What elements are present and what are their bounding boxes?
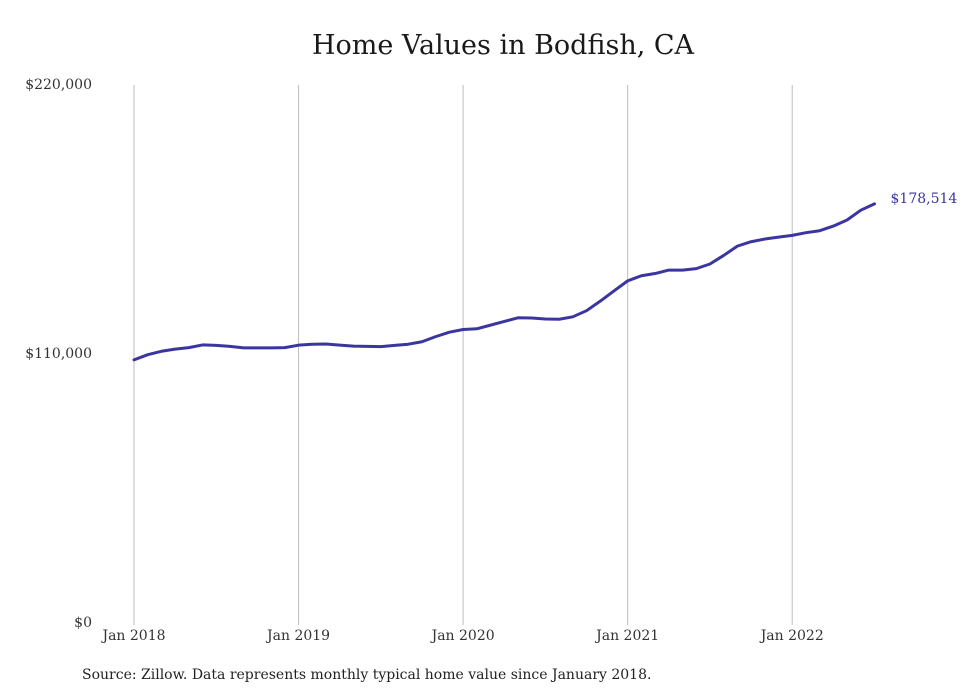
data-point bbox=[393, 344, 395, 346]
data-point bbox=[654, 272, 656, 274]
y-axis-ticks: $0 $110,000 $220,000 bbox=[25, 77, 92, 631]
data-point bbox=[722, 254, 724, 256]
data-point bbox=[421, 341, 423, 343]
data-point bbox=[366, 345, 368, 347]
data-point bbox=[434, 335, 436, 337]
data-point bbox=[489, 324, 491, 326]
data-point bbox=[311, 343, 313, 345]
data-point bbox=[243, 347, 245, 349]
data-point bbox=[832, 225, 834, 227]
x-tick-label: Jan 2018 bbox=[100, 628, 165, 644]
data-point bbox=[585, 309, 587, 311]
x-tick-label: Jan 2020 bbox=[430, 628, 495, 644]
data-point bbox=[846, 219, 848, 221]
data-point bbox=[791, 234, 793, 236]
data-point bbox=[201, 344, 203, 346]
data-point bbox=[133, 359, 135, 361]
data-point bbox=[256, 347, 258, 349]
data-point bbox=[764, 238, 766, 240]
data-point bbox=[517, 317, 519, 319]
end-value-label: $178,514 bbox=[891, 191, 958, 207]
data-point bbox=[188, 346, 190, 348]
x-tick-label: Jan 2019 bbox=[265, 628, 330, 644]
data-point bbox=[599, 300, 601, 302]
data-point bbox=[530, 317, 532, 319]
data-point bbox=[503, 320, 505, 322]
data-point bbox=[668, 269, 670, 271]
data-point bbox=[805, 231, 807, 233]
data-point bbox=[297, 344, 299, 346]
data-point bbox=[572, 316, 574, 318]
data-point bbox=[640, 275, 642, 277]
data-point bbox=[558, 318, 560, 320]
series-line bbox=[132, 202, 876, 362]
x-tick-label: Jan 2021 bbox=[594, 628, 659, 644]
data-point bbox=[448, 331, 450, 333]
y-tick-label: $220,000 bbox=[25, 77, 92, 93]
data-point bbox=[352, 345, 354, 347]
data-point bbox=[750, 241, 752, 243]
source-note: Source: Zillow. Data represents monthly … bbox=[82, 667, 652, 683]
data-point bbox=[325, 343, 327, 345]
x-axis-ticks: Jan 2018 Jan 2019 Jan 2020 Jan 2021 Jan 2022 bbox=[100, 628, 823, 644]
data-point bbox=[818, 230, 820, 232]
data-point bbox=[215, 344, 217, 346]
y-tick-label: $0 bbox=[74, 615, 92, 631]
data-point bbox=[407, 343, 409, 345]
data-point bbox=[284, 346, 286, 348]
data-point bbox=[544, 318, 546, 320]
data-point bbox=[174, 348, 176, 350]
data-point bbox=[380, 345, 382, 347]
data-point bbox=[681, 269, 683, 271]
series-layer bbox=[132, 202, 876, 362]
data-point bbox=[160, 350, 162, 352]
data-point bbox=[229, 345, 231, 347]
data-point bbox=[860, 209, 862, 211]
x-tick-label: Jan 2022 bbox=[759, 628, 824, 644]
data-point bbox=[695, 267, 697, 269]
data-point bbox=[462, 328, 464, 330]
data-point bbox=[476, 328, 478, 330]
data-point bbox=[736, 245, 738, 247]
gridlines bbox=[133, 85, 793, 625]
data-point bbox=[338, 344, 340, 346]
data-point bbox=[873, 203, 875, 205]
data-point bbox=[147, 354, 149, 356]
y-tick-label: $110,000 bbox=[25, 346, 92, 362]
data-point bbox=[613, 290, 615, 292]
data-point bbox=[626, 280, 628, 282]
chart-title: Home Values in Bodfish, CA bbox=[311, 30, 695, 61]
data-point bbox=[709, 263, 711, 265]
data-point bbox=[777, 236, 779, 238]
data-point bbox=[270, 347, 272, 349]
